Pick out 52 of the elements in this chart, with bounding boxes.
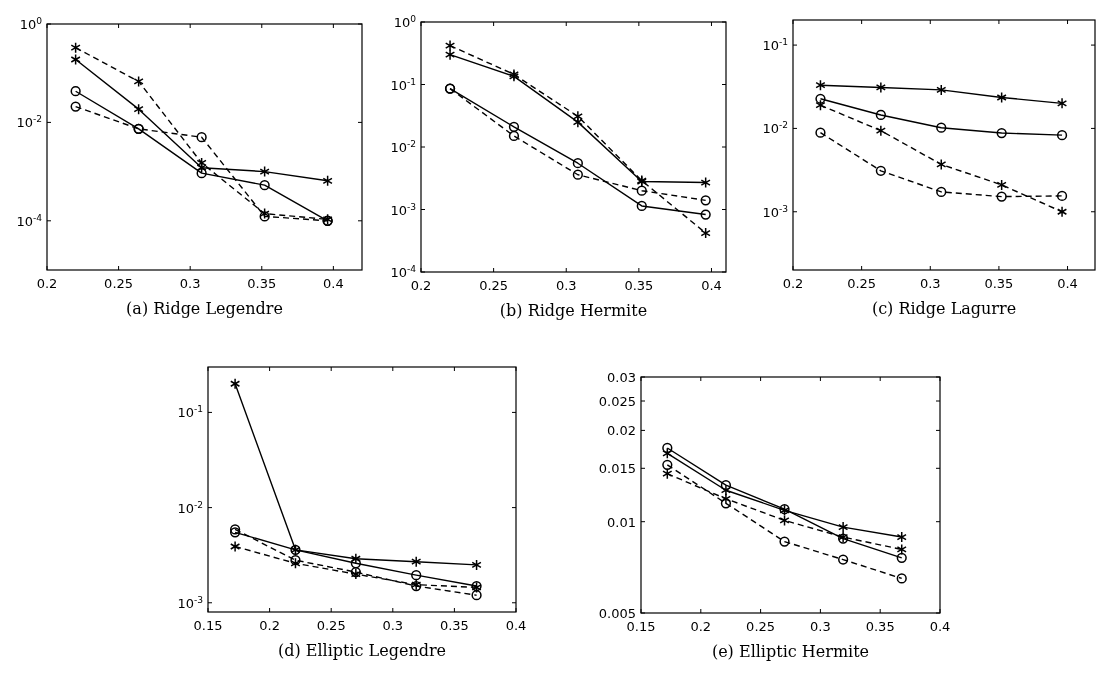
x-tick-label: 0.2: [690, 619, 712, 634]
x-tick-label: 0.35: [439, 618, 469, 633]
x-tick-label: 0.25: [104, 276, 134, 291]
text: (d) Elliptic Legendre: [277, 641, 447, 660]
y-tick-label: 10$^{-4}$: [16, 212, 43, 229]
x-tick-label: 0.4: [701, 278, 722, 293]
y-tick-label: 0.01: [607, 514, 636, 530]
x-tick-label: 0.3: [919, 276, 941, 291]
text: (a) Ridge Legendre: [126, 299, 283, 318]
x-tick-label: 0.35: [865, 619, 895, 634]
y-tick-label: 10$^{-2}$: [762, 120, 788, 137]
x-tick-label: 0.25: [316, 618, 346, 633]
x-tick-label: 0.25: [746, 619, 776, 634]
text: (b) Ridge Hermite: [499, 301, 648, 320]
y-tick-label: 10$^{-2}$: [177, 499, 203, 516]
x-tick-label: 0.4: [929, 619, 951, 634]
y-tick-label: 10$^{-1}$: [177, 404, 203, 421]
y-tick-label: 10$^{-3}$: [762, 203, 789, 220]
x-tick-label: 0.2: [782, 276, 804, 291]
x-tick-label: 0.3: [382, 618, 404, 633]
x-tick-label: 0.15: [626, 619, 656, 634]
y-tick-label: 10$^{-2}$: [16, 114, 42, 131]
y-tick-label: 10$^{-1}$: [762, 37, 788, 54]
y-tick-label: 10$^{0}$: [393, 14, 417, 30]
x-tick-label: 0.15: [193, 618, 223, 633]
y-tick-label: 10$^{0}$: [19, 16, 43, 32]
x-tick-label: 0.35: [247, 276, 277, 291]
y-tick-label: 10$^{-4}$: [390, 264, 417, 280]
y-tick-label: 10$^{-1}$: [390, 76, 416, 93]
y-tick-label: 10$^{-3}$: [390, 201, 417, 218]
x-tick-label: 0.35: [624, 278, 654, 293]
y-tick-label: 0.025: [598, 394, 636, 410]
x-tick-label: 0.25: [847, 276, 877, 291]
x-tick-label: 0.2: [36, 276, 58, 291]
x-tick-label: 0.3: [810, 619, 831, 634]
y-tick-label: 0.005: [598, 606, 636, 621]
y-tick-label: 0.02: [607, 423, 636, 439]
text: (c) Ridge Lagurre: [871, 299, 1017, 318]
y-tick-label: 0.03: [607, 370, 636, 385]
y-tick-label: 0.015: [598, 461, 636, 477]
x-tick-label: 0.3: [555, 278, 577, 293]
text: (e) Elliptic Hermite: [711, 642, 870, 661]
x-tick-label: 0.2: [410, 278, 432, 293]
y-tick-label: 10$^{-2}$: [390, 139, 416, 155]
y-tick-label: 10$^{-3}$: [177, 594, 204, 611]
x-tick-label: 0.25: [479, 278, 509, 293]
x-tick-label: 0.4: [1057, 276, 1078, 291]
x-tick-label: 0.2: [259, 618, 280, 633]
x-tick-label: 0.3: [179, 276, 201, 291]
x-tick-label: 0.35: [984, 276, 1014, 291]
x-tick-label: 0.4: [323, 276, 344, 291]
x-tick-label: 0.4: [505, 618, 527, 633]
